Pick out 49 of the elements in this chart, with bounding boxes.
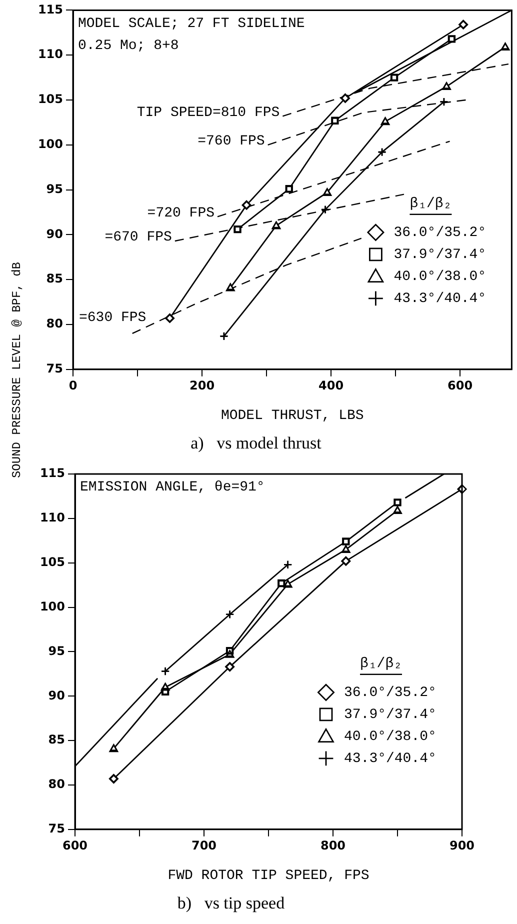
legend-label: 36.0°/35.2° — [394, 225, 486, 242]
annotation: 0.25 Mo; 8+8 — [78, 38, 179, 54]
legend-title: β₁/β₂ — [360, 656, 402, 672]
y-tick-label: 90 — [48, 688, 65, 702]
x-tick-label: 700 — [191, 838, 217, 853]
series-label: =630 FPS — [79, 310, 146, 326]
y-tick-label: 100 — [40, 599, 65, 614]
annotation: MODEL SCALE; 27 FT SIDELINE — [78, 16, 305, 32]
series-label: =720 FPS — [147, 205, 215, 222]
x-tick-label: 900 — [449, 838, 475, 853]
y-tick-label: 90 — [46, 226, 63, 241]
y-tick-label: 110 — [38, 47, 63, 62]
legend-label: 40.0°/38.0° — [394, 269, 486, 286]
y-tick-label: 105 — [40, 554, 65, 569]
y-tick-label: 115 — [38, 2, 63, 16]
y-tick-label: 100 — [38, 137, 63, 152]
series-label: =670 FPS — [104, 230, 172, 246]
x-tick-label: 600 — [448, 378, 473, 393]
legend-label: 37.9°/37.4° — [344, 707, 436, 724]
text: b) vs tip speed — [177, 893, 286, 912]
y-tick-label: 85 — [46, 272, 63, 286]
legend-label: 36.0°/35.2° — [344, 685, 436, 702]
y-tick-label: 115 — [40, 466, 65, 480]
x-tick-label: 400 — [318, 378, 344, 393]
legend-label: 37.9°/37.4° — [394, 247, 486, 264]
y-axis-title: SOUND PRESSURE LEVEL @ BPF, dB — [10, 262, 24, 478]
y-tick-label: 80 — [46, 316, 63, 331]
legend-label: 40.0°/38.0° — [344, 729, 436, 746]
x-axis-title: MODEL THRUST, LBS — [220, 408, 364, 424]
x-tick-label: 200 — [190, 378, 215, 393]
series-label: =760 FPS — [198, 134, 265, 150]
x-tick-label: 800 — [320, 838, 346, 853]
y-tick-label: 80 — [48, 777, 65, 792]
annotation: EMISSION ANGLE, θe=91° — [80, 480, 265, 496]
y-tick-label: 110 — [40, 510, 65, 525]
y-tick-label: 85 — [48, 732, 65, 747]
x-axis-title: FWD ROTOR TIP SPEED, FPS — [168, 868, 370, 884]
y-tick-label: 95 — [48, 644, 65, 658]
y-tick-label: 105 — [38, 92, 63, 106]
legend-label: 43.3°/40.4° — [394, 291, 486, 308]
legend-label: 43.3°/40.4° — [344, 751, 436, 768]
y-tick-label: 95 — [46, 182, 63, 196]
series-label: TIP SPEED=810 FPS — [136, 104, 280, 121]
text: a) vs model thrust — [190, 433, 322, 452]
x-tick-label: 600 — [62, 838, 88, 853]
legend-title: β₁/β₂ — [410, 196, 452, 212]
x-tick-label: 0 — [68, 378, 78, 393]
y-tick-label: 75 — [46, 362, 63, 376]
y-tick-label: 75 — [48, 822, 65, 836]
